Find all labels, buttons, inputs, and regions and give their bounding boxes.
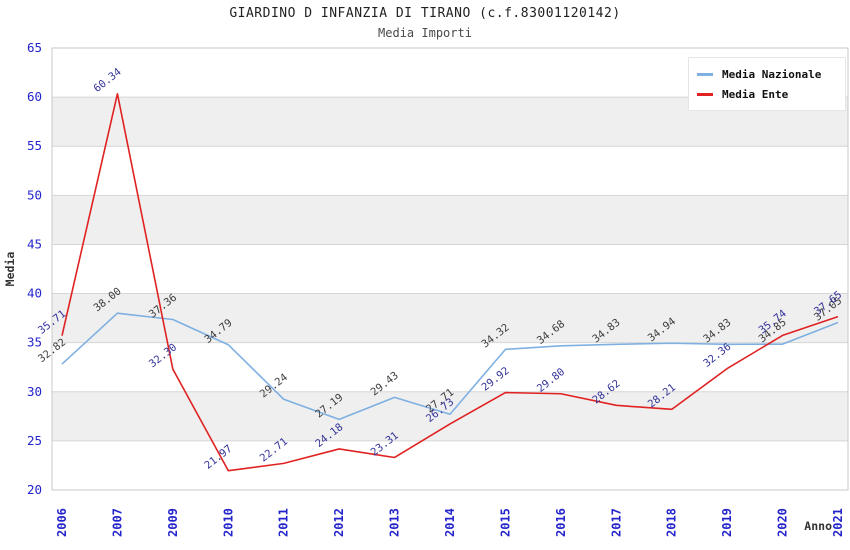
x-axis-tick: 2013: [388, 508, 402, 537]
media-nazionale-line-icon: [697, 72, 713, 76]
x-axis-tick: 2021: [831, 508, 845, 537]
y-axis-tick: 35: [27, 335, 42, 350]
grid-band: [52, 244, 848, 294]
x-axis-tick: 2015: [498, 508, 512, 537]
x-axis-tick: 2007: [110, 508, 124, 537]
y-axis-tick: 50: [27, 187, 42, 202]
x-axis-tick: 2018: [665, 508, 679, 537]
y-axis-tick: 25: [27, 433, 42, 448]
grid-band: [52, 391, 848, 441]
grid-band: [52, 293, 848, 343]
x-axis-tick: 2011: [277, 508, 291, 537]
grid-band: [52, 440, 848, 490]
x-axis-tick: 2016: [554, 508, 568, 537]
x-axis-tick: 2010: [221, 508, 235, 537]
y-axis-tick: 60: [27, 89, 42, 104]
y-axis-tick: 40: [27, 286, 42, 301]
y-axis-tick: 55: [27, 138, 42, 153]
legend: Media Nazionale Media Ente: [688, 57, 846, 111]
x-axis-tick: 2017: [609, 508, 623, 537]
y-axis-tick: 30: [27, 384, 42, 399]
legend-item-media-nazionale[interactable]: Media Nazionale: [697, 64, 837, 84]
x-axis-tick: 2014: [443, 508, 457, 537]
legend-label-media-nazionale: Media Nazionale: [722, 67, 822, 81]
chart-title: GIARDINO D INFANZIA DI TIRANO (c.f.83001…: [229, 6, 621, 21]
grid-band: [52, 195, 848, 245]
y-axis-tick: 20: [27, 482, 42, 497]
media-ente-line-icon: [697, 92, 713, 96]
x-axis-title: Anno: [804, 519, 832, 533]
x-axis-tick: 2012: [332, 508, 346, 537]
y-axis-tick: 65: [27, 40, 42, 55]
legend-label-media-ente: Media Ente: [722, 87, 789, 101]
y-axis-tick: 45: [27, 236, 42, 251]
plot-frame: [51, 47, 849, 491]
series-line-media-ente: [61, 92, 839, 472]
x-axis-tick: 2006: [55, 508, 69, 537]
grid-band: [52, 342, 848, 392]
grid-band: [52, 146, 848, 196]
x-axis-tick: 2020: [776, 508, 790, 537]
x-axis-tick: 2009: [166, 508, 180, 537]
y-axis-title: Media: [3, 252, 17, 287]
series-line-media-nazionale: [61, 312, 839, 421]
x-axis-tick: 2019: [720, 508, 734, 537]
legend-item-media-ente[interactable]: Media Ente: [697, 84, 837, 104]
chart-subtitle: Media Importi: [378, 26, 472, 40]
